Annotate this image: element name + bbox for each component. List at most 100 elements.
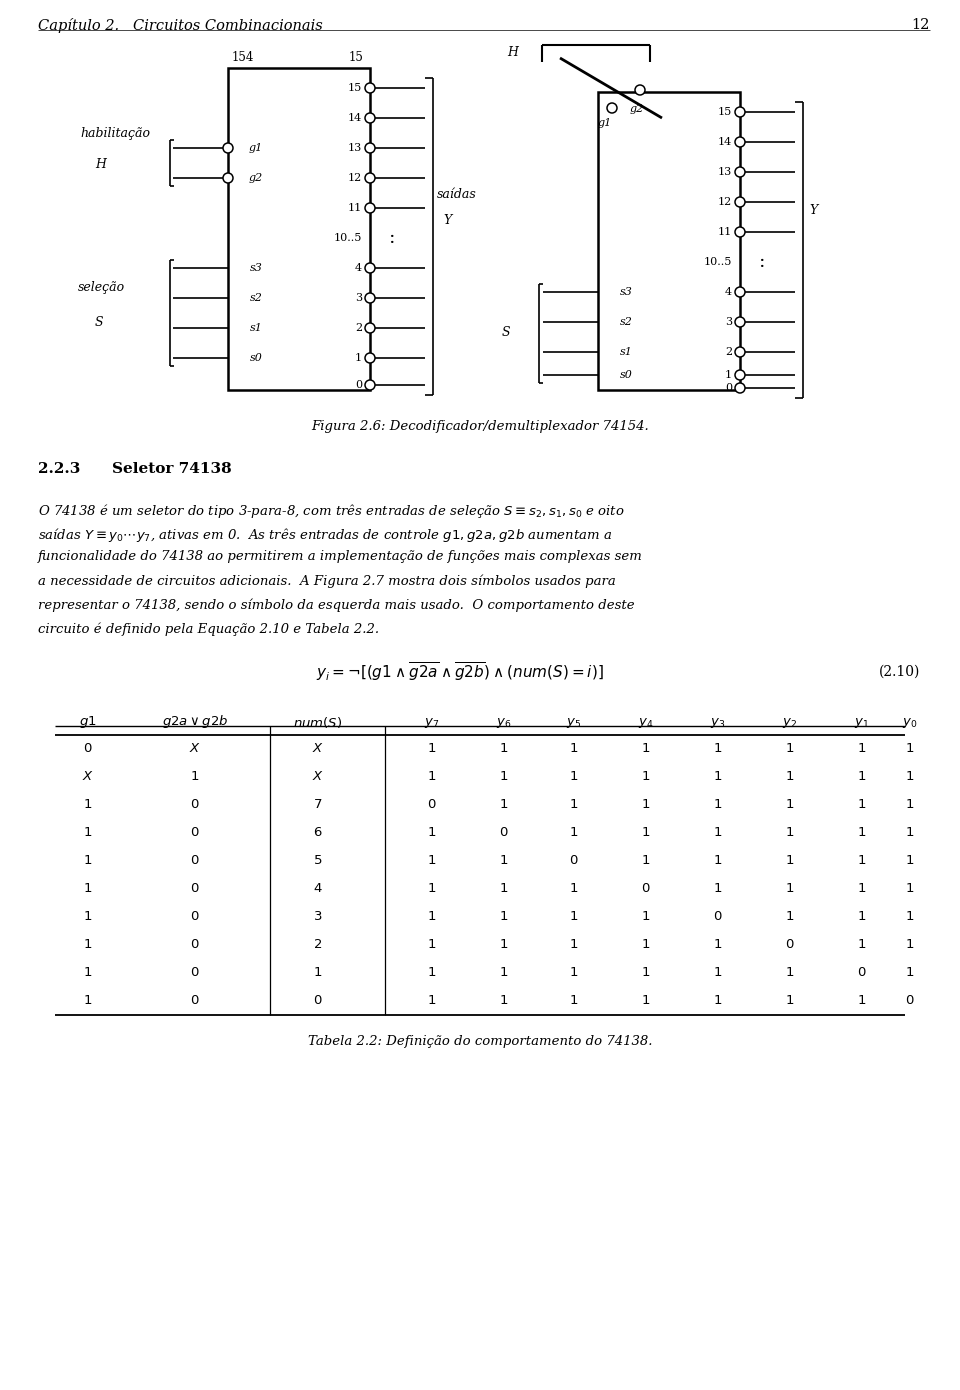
Text: $\mathit{1}$: $\mathit{1}$: [641, 910, 651, 923]
Text: $num(S)$: $num(S)$: [294, 714, 343, 730]
Circle shape: [735, 286, 745, 297]
Text: 10..5: 10..5: [334, 234, 362, 243]
Circle shape: [223, 172, 233, 183]
Text: $\mathit{1}$: $\mathit{1}$: [427, 770, 437, 784]
Text: $\mathit{1}$: $\mathit{1}$: [857, 798, 867, 812]
Text: $\mathit{1}$: $\mathit{1}$: [857, 770, 867, 784]
Circle shape: [365, 263, 375, 272]
Text: $\mathit{1}$: $\mathit{1}$: [713, 966, 723, 980]
Text: $\mathit{1}$: $\mathit{1}$: [499, 798, 509, 812]
Text: 2.2.3: 2.2.3: [38, 461, 81, 475]
Text: s0: s0: [619, 370, 633, 379]
Text: $\mathit{1}$: $\mathit{1}$: [427, 938, 437, 952]
Text: $\mathit{1}$: $\mathit{1}$: [905, 798, 915, 812]
Text: s2: s2: [619, 317, 633, 327]
Text: $\mathit{1}$: $\mathit{1}$: [641, 770, 651, 784]
Text: $\mathit{0}$: $\mathit{0}$: [569, 855, 579, 867]
Text: representar o 74138, sendo o símbolo da esquerda mais usado.  O comportamento de: representar o 74138, sendo o símbolo da …: [38, 598, 635, 612]
Circle shape: [365, 353, 375, 363]
Circle shape: [735, 197, 745, 207]
Text: 13: 13: [718, 167, 732, 177]
Text: $\mathit{1}$: $\mathit{1}$: [499, 855, 509, 867]
Text: 13: 13: [348, 143, 362, 153]
Text: 4: 4: [355, 263, 362, 272]
Text: $y_5$: $y_5$: [566, 716, 582, 730]
Text: $\mathit{1}$: $\mathit{1}$: [857, 994, 867, 1008]
Text: $\mathit{0}$: $\mathit{0}$: [857, 966, 867, 980]
Text: $\mathit{0}$: $\mathit{0}$: [190, 883, 200, 895]
Text: 12: 12: [718, 197, 732, 207]
Circle shape: [735, 317, 745, 327]
Circle shape: [735, 384, 745, 393]
Circle shape: [365, 293, 375, 303]
Text: $\mathit{0}$: $\mathit{0}$: [641, 883, 651, 895]
Text: S: S: [501, 325, 510, 339]
Text: $\mathit{1}$: $\mathit{1}$: [427, 910, 437, 923]
Text: $\mathit{1}$: $\mathit{1}$: [641, 855, 651, 867]
Text: $g1$: $g1$: [79, 714, 97, 730]
Circle shape: [735, 107, 745, 117]
Text: habilitação: habilitação: [80, 126, 150, 139]
Text: $\mathit{1}$: $\mathit{1}$: [785, 855, 795, 867]
Text: $\mathit{0}$: $\mathit{0}$: [190, 855, 200, 867]
Text: $\mathit{1}$: $\mathit{1}$: [499, 938, 509, 952]
Text: $\mathit{1}$: $\mathit{1}$: [499, 770, 509, 784]
Text: Capítulo 2.   Circuitos Combinacionais: Capítulo 2. Circuitos Combinacionais: [38, 18, 323, 33]
Circle shape: [365, 379, 375, 391]
Circle shape: [735, 348, 745, 357]
Text: H: H: [95, 158, 106, 171]
Text: 0: 0: [725, 384, 732, 393]
Text: $\mathit{1}$: $\mathit{1}$: [857, 855, 867, 867]
Text: $y_7$: $y_7$: [424, 716, 440, 730]
Text: $\mathit{1}$: $\mathit{1}$: [713, 827, 723, 840]
Text: $\mathit{1}$: $\mathit{1}$: [427, 883, 437, 895]
Text: seleção: seleção: [78, 282, 125, 295]
Text: $\mathit{1}$: $\mathit{1}$: [569, 883, 579, 895]
Text: $\mathit{0}$: $\mathit{0}$: [427, 798, 437, 812]
Text: $\mathit{1}$: $\mathit{1}$: [569, 938, 579, 952]
Text: O 74138 é um seletor do tipo 3-para-8, com três entradas de seleção $S \equiv s_: O 74138 é um seletor do tipo 3-para-8, c…: [38, 502, 625, 520]
Text: 11: 11: [348, 203, 362, 213]
Text: $\mathit{1}$: $\mathit{1}$: [641, 798, 651, 812]
Text: $\mathit{1}$: $\mathit{1}$: [569, 742, 579, 756]
Text: $\mathit{X}$: $\mathit{X}$: [82, 770, 94, 784]
Text: $\mathit{1}$: $\mathit{1}$: [785, 966, 795, 980]
Text: $\mathit{5}$: $\mathit{5}$: [313, 855, 323, 867]
Text: $\mathit{1}$: $\mathit{1}$: [905, 770, 915, 784]
Text: $\mathit{2}$: $\mathit{2}$: [313, 938, 323, 952]
Text: 14: 14: [718, 138, 732, 147]
Text: $\mathit{1}$: $\mathit{1}$: [905, 938, 915, 952]
Text: $\mathit{1}$: $\mathit{1}$: [84, 994, 92, 1008]
Text: $\mathit{0}$: $\mathit{0}$: [190, 938, 200, 952]
Text: $\mathit{3}$: $\mathit{3}$: [313, 910, 323, 923]
Text: $y_0$: $y_0$: [902, 716, 918, 730]
Text: :: :: [389, 229, 396, 247]
Text: s1: s1: [619, 348, 633, 357]
Text: $\mathit{1}$: $\mathit{1}$: [641, 994, 651, 1008]
Circle shape: [635, 85, 645, 95]
Text: $\mathit{1}$: $\mathit{1}$: [84, 966, 92, 980]
Text: $\mathit{0}$: $\mathit{0}$: [713, 910, 723, 923]
Text: s3: s3: [250, 263, 262, 272]
Text: $\mathit{1}$: $\mathit{1}$: [905, 966, 915, 980]
Text: $y_2$: $y_2$: [782, 716, 798, 730]
Text: $\mathit{0}$: $\mathit{0}$: [785, 938, 795, 952]
Text: $\mathit{1}$: $\mathit{1}$: [427, 827, 437, 840]
Text: $y_i = \neg[(g1 \wedge \overline{g2a} \wedge \overline{g2b}) \wedge (num(S) = i): $y_i = \neg[(g1 \wedge \overline{g2a} \w…: [316, 660, 604, 684]
Text: 154: 154: [232, 51, 254, 64]
Text: 2: 2: [725, 348, 732, 357]
Circle shape: [365, 83, 375, 93]
Text: 10..5: 10..5: [704, 257, 732, 267]
Circle shape: [223, 143, 233, 153]
Text: $y_3$: $y_3$: [710, 716, 726, 730]
Text: $\mathit{1}$: $\mathit{1}$: [569, 910, 579, 923]
Text: saídas: saídas: [437, 189, 477, 202]
Text: 15: 15: [718, 107, 732, 117]
Text: $\mathit{1}$: $\mathit{1}$: [84, 855, 92, 867]
Text: Seletor 74138: Seletor 74138: [112, 461, 231, 475]
Text: saídas $Y \equiv y_0 \cdots y_7$, ativas em 0.  As três entradas de controle $g1: saídas $Y \equiv y_0 \cdots y_7$, ativas…: [38, 525, 612, 543]
Text: 0: 0: [355, 379, 362, 391]
Circle shape: [607, 103, 617, 113]
Text: Figura 2.6: Decodificador/demultiplexador 74154.: Figura 2.6: Decodificador/demultiplexado…: [311, 420, 649, 434]
Text: $\mathit{0}$: $\mathit{0}$: [190, 994, 200, 1008]
